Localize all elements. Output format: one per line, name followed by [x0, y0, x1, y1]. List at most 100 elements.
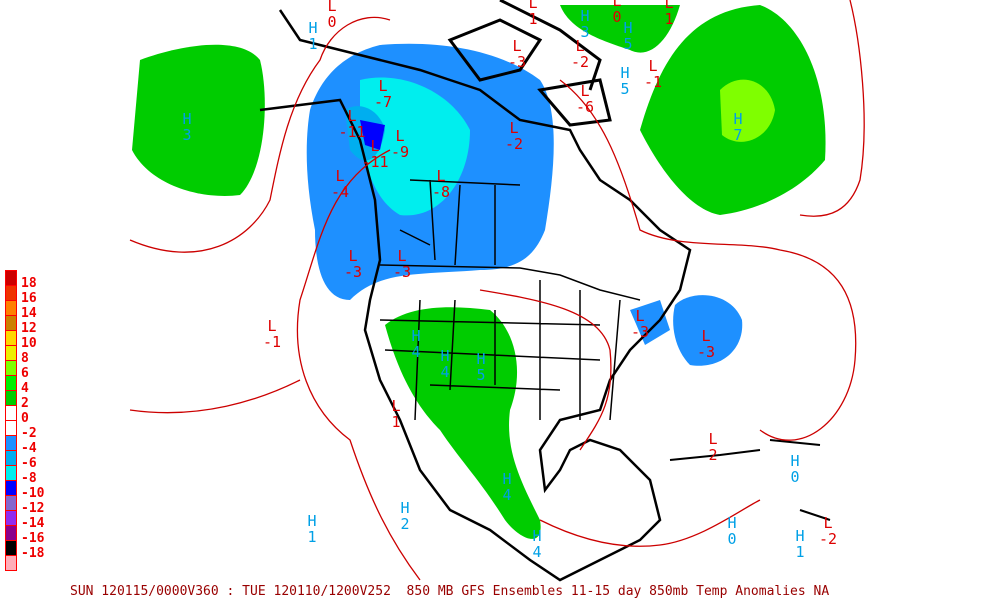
high-marker: H	[795, 527, 804, 545]
low-marker: L	[267, 317, 276, 335]
center-value: -2	[571, 53, 589, 71]
arctic-islands	[447, 0, 612, 127]
center-value: -3	[344, 263, 362, 281]
contour-line	[296, 149, 421, 581]
center-value: 2	[708, 446, 717, 464]
center-value: -2	[505, 135, 523, 153]
legend-swatch	[5, 435, 17, 450]
legend-label: 0	[21, 411, 29, 426]
legend-label: 10	[21, 336, 37, 351]
low-marker: L	[664, 0, 673, 12]
low-marker: L	[575, 37, 584, 55]
low-marker: L	[708, 430, 717, 448]
legend-swatch	[5, 450, 17, 465]
map-caption: SUN 120115/0000V360 : TUE 120110/1200V25…	[70, 584, 830, 599]
center-value: 0	[327, 13, 336, 31]
legend-swatch	[5, 405, 17, 420]
center-value: -11	[361, 153, 388, 171]
legend-swatch	[5, 465, 17, 480]
coastlines-and-borders	[259, 0, 831, 582]
center-value: -3	[508, 53, 526, 71]
high-marker: H	[400, 499, 409, 517]
legend-swatch	[5, 480, 17, 495]
low-marker: L	[701, 327, 710, 345]
center-value: -2	[819, 530, 837, 548]
low-marker: L	[327, 0, 336, 15]
center-value: 2	[400, 515, 409, 533]
high-marker: H	[532, 527, 541, 545]
center-value: 3	[580, 23, 589, 41]
high-marker: H	[307, 512, 316, 530]
center-value: -9	[391, 143, 409, 161]
legend-swatch	[5, 330, 17, 345]
center-value: 1	[795, 543, 804, 561]
center-value: -4	[331, 183, 349, 201]
center-value: -6	[576, 98, 594, 116]
us-states	[379, 280, 621, 421]
high-marker: H	[620, 64, 629, 82]
center-value: 1	[528, 10, 537, 28]
caribbean-islands	[669, 439, 831, 521]
low-marker: L	[635, 307, 644, 325]
low-marker: L	[397, 247, 406, 265]
legend-label: -14	[21, 516, 45, 531]
low-marker: L	[580, 82, 589, 100]
legend-swatch	[5, 315, 17, 330]
anomaly-contours	[129, 0, 865, 581]
low-marker: L	[370, 137, 379, 155]
legend-swatch	[5, 285, 17, 300]
legend-swatch	[5, 420, 17, 435]
legend-swatch	[5, 360, 17, 375]
blue-area-northeast	[630, 300, 670, 345]
center-value: 7	[733, 126, 742, 144]
center-value: 4	[440, 363, 449, 381]
legend-label: -18	[21, 546, 45, 561]
legend-label: 14	[21, 306, 37, 321]
legend-label: -2	[21, 426, 37, 441]
center-value: 5	[623, 35, 632, 53]
low-marker: L	[348, 247, 357, 265]
negative-anomaly-shading	[306, 43, 743, 366]
low-marker: L	[528, 0, 537, 12]
legend-label: 18	[21, 276, 37, 291]
center-value: 4	[532, 543, 541, 561]
high-marker: H	[440, 347, 449, 365]
center-value: -3	[393, 263, 411, 281]
center-value: 5	[476, 366, 485, 384]
lightgreen-core	[720, 79, 775, 142]
legend-label: 8	[21, 351, 29, 366]
legend-label: -16	[21, 531, 45, 546]
legend-label: 6	[21, 366, 29, 381]
north-america-coastline	[259, 9, 692, 582]
legend-swatch	[5, 345, 17, 360]
low-marker: L	[509, 119, 518, 137]
deep-blue-area	[360, 120, 385, 150]
legend-label: -6	[21, 456, 37, 471]
low-marker: L	[335, 167, 344, 185]
high-marker: H	[727, 514, 736, 532]
center-value: 0	[612, 8, 621, 26]
low-marker: L	[648, 57, 657, 75]
low-marker: L	[436, 167, 445, 185]
canada-provinces	[399, 179, 521, 266]
contour-line	[539, 499, 761, 547]
high-marker: H	[411, 327, 420, 345]
low-marker: L	[512, 37, 521, 55]
center-value: -1	[644, 73, 662, 91]
low-marker: L	[612, 0, 621, 10]
legend-swatch	[5, 300, 17, 315]
high-marker: H	[733, 110, 742, 128]
center-value: 4	[411, 343, 420, 361]
blue-area-atlantic	[673, 295, 743, 366]
legend-swatch	[5, 510, 17, 525]
green-area-greenland	[560, 5, 680, 53]
positive-anomaly-shading	[132, 5, 826, 539]
low-marker: L	[347, 107, 356, 125]
legend-label: -8	[21, 471, 37, 486]
center-value: 1	[391, 413, 400, 431]
contour-line	[479, 289, 612, 451]
low-marker: L	[395, 127, 404, 145]
legend-swatch	[5, 540, 17, 555]
